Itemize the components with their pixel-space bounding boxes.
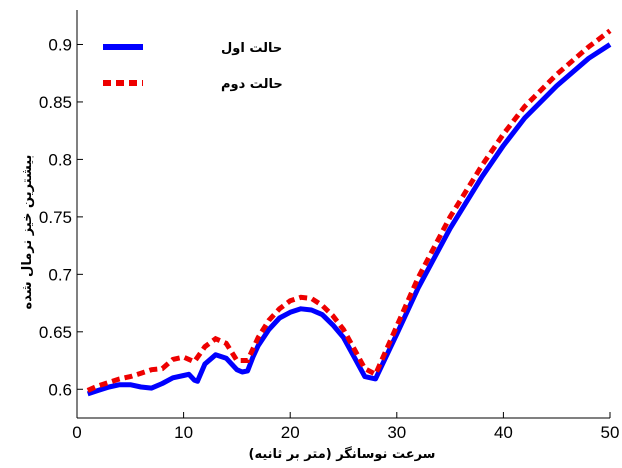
x-axis-label: سرعت نوسانگر (متر بر ثانیه) [249,446,436,462]
y-tick-label: 0.8 [48,150,72,169]
y-tick-label: 0.65 [39,323,72,342]
axes [76,10,610,419]
x-tick-label: 30 [387,423,406,442]
y-tick-label: 0.85 [39,93,72,112]
x-tick-label: 10 [174,423,193,442]
x-ticks: 0 10 20 30 40 50 [72,412,619,442]
y-tick-label: 0.75 [39,208,72,227]
legend: حالت اول حالت دوم [103,41,283,92]
series-line-2 [86,28,612,393]
legend-label-1: حالت اول [221,41,282,56]
x-tick-label: 0 [72,423,81,442]
legend-label-2: حالت دوم [221,77,283,92]
y-axis-label: بیشترین خیز نرمال شده [20,155,35,310]
y-tick-label: 0.6 [48,380,72,399]
x-tick-label: 50 [601,423,620,442]
series-lines [86,28,612,397]
y-ticks: 0.6 0.65 0.7 0.75 0.8 0.85 0.9 [39,35,83,399]
y-tick-label: 0.9 [48,35,72,54]
x-tick-label: 40 [494,423,513,442]
x-tick-label: 20 [281,423,300,442]
series-line-1 [86,42,612,397]
y-tick-label: 0.7 [48,265,72,284]
